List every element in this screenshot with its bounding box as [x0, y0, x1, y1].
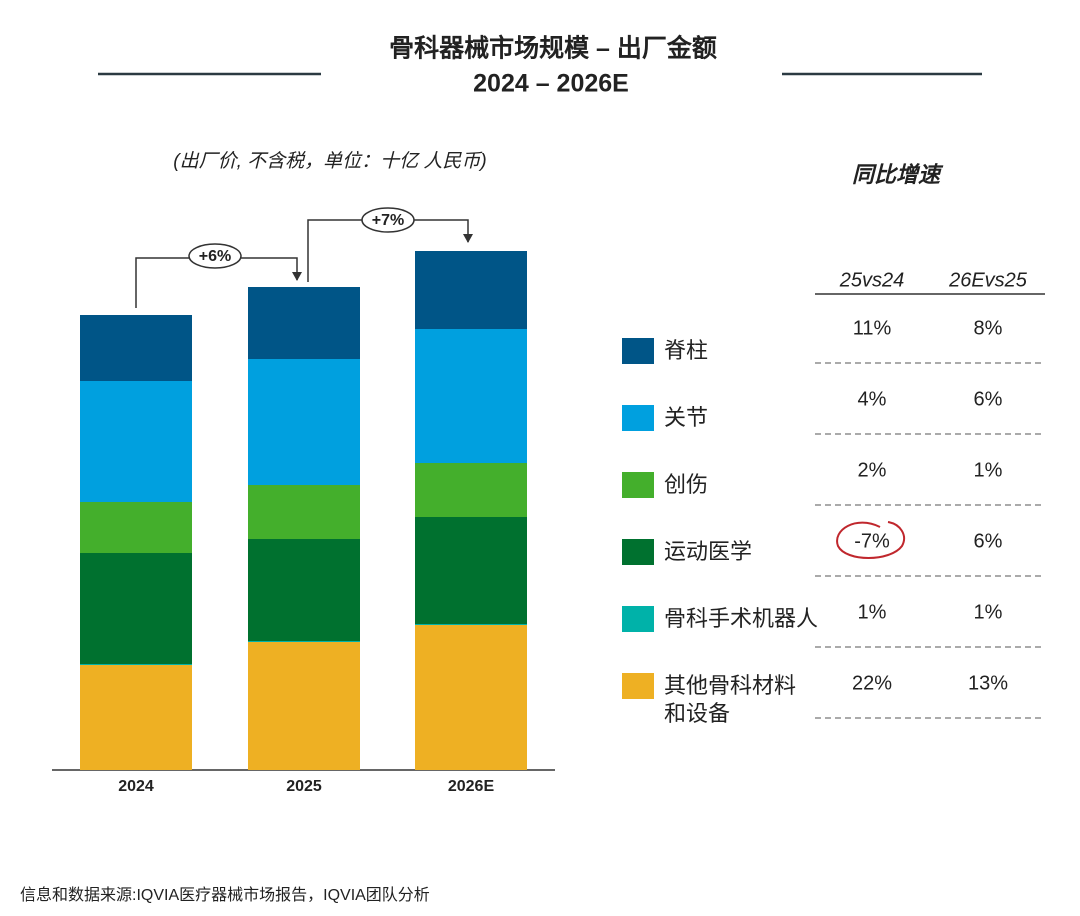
bar-segment	[415, 625, 527, 770]
legend-label: 创伤	[664, 472, 709, 497]
growth-value: 8%	[974, 317, 1003, 339]
legend-swatch	[622, 338, 654, 364]
unit-note: (出厂价, 不含税，单位：十亿 人民币)	[173, 150, 487, 172]
bar-segment	[80, 665, 192, 770]
legend-label: 其他骨科材料和设备	[664, 673, 797, 726]
bar-segment	[415, 463, 527, 517]
bar-segment	[248, 642, 360, 770]
bar-segment	[248, 359, 360, 485]
legend-swatch	[622, 405, 654, 431]
growth-value: 11%	[853, 317, 892, 339]
legend-label: 脊柱	[664, 338, 709, 363]
growth-label: +6%	[199, 248, 231, 265]
x-tick-label: 2024	[118, 778, 154, 795]
growth-badge	[188, 243, 242, 269]
growth-value: 4%	[858, 388, 887, 410]
x-tick-label: 2025	[286, 778, 322, 795]
growth-value: 22%	[852, 672, 892, 694]
arrow-head	[463, 234, 473, 243]
table-title: 同比增速	[852, 162, 944, 187]
x-tick-label: 2026E	[448, 778, 495, 795]
bar-segment	[248, 641, 360, 642]
bar-segment	[80, 381, 192, 502]
chart-title: 骨科器械市场规模 – 出厂金额	[389, 34, 717, 63]
legend-swatch	[622, 606, 654, 632]
bar-segment	[415, 624, 527, 625]
growth-value: 13%	[968, 672, 1008, 694]
source-note: 信息和数据来源:IQVIA医疗器械市场报告，IQVIA团队分析	[20, 886, 430, 904]
legend-label: 骨科手术机器人	[664, 606, 819, 631]
growth-value: 1%	[974, 459, 1003, 481]
bar-segment	[415, 251, 527, 329]
bar-segment	[415, 517, 527, 624]
growth-value: 1%	[858, 601, 887, 623]
bar-segment	[80, 664, 192, 665]
chart-subtitle: 2024 – 2026E	[473, 70, 629, 98]
bar-segment	[80, 553, 192, 664]
arrow-head	[292, 272, 302, 281]
growth-value: 6%	[974, 388, 1003, 410]
legend-swatch	[622, 472, 654, 498]
bar-segment	[248, 539, 360, 641]
growth-value: 1%	[974, 601, 1003, 623]
legend-label: 运动医学	[664, 539, 753, 564]
growth-value: 2%	[858, 459, 887, 481]
growth-value: 6%	[974, 530, 1003, 552]
growth-label: +7%	[372, 212, 404, 229]
table-header: 25vs24	[839, 269, 905, 291]
bar-segment	[80, 502, 192, 553]
bar-segment	[80, 315, 192, 381]
legend-swatch	[622, 539, 654, 565]
table-header: 26Evs25	[948, 269, 1028, 291]
growth-badge	[361, 207, 415, 233]
highlight-circle	[836, 521, 906, 559]
legend-label: 关节	[664, 405, 709, 430]
bar-segment	[248, 287, 360, 359]
bar-segment	[248, 485, 360, 539]
growth-value: -7%	[854, 530, 890, 552]
bar-segment	[415, 329, 527, 463]
legend-swatch	[622, 673, 654, 699]
